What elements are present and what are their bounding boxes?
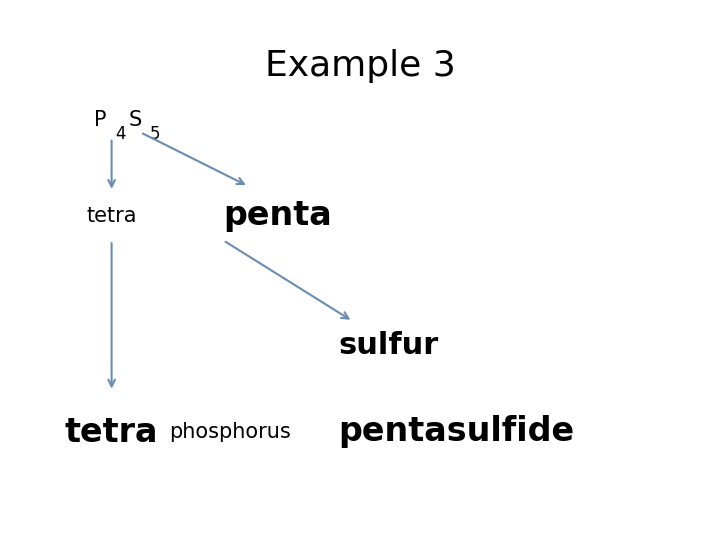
Text: tetra: tetra	[86, 206, 137, 226]
Text: S: S	[128, 110, 141, 130]
Text: 5: 5	[150, 125, 161, 143]
Text: penta: penta	[223, 199, 332, 233]
Text: P: P	[94, 110, 106, 130]
Text: tetra: tetra	[65, 415, 158, 449]
Text: pentasulfide: pentasulfide	[338, 415, 575, 449]
Text: sulfur: sulfur	[338, 331, 438, 360]
Text: 4: 4	[115, 125, 126, 143]
Text: phosphorus: phosphorus	[169, 422, 291, 442]
Text: Example 3: Example 3	[265, 49, 455, 83]
